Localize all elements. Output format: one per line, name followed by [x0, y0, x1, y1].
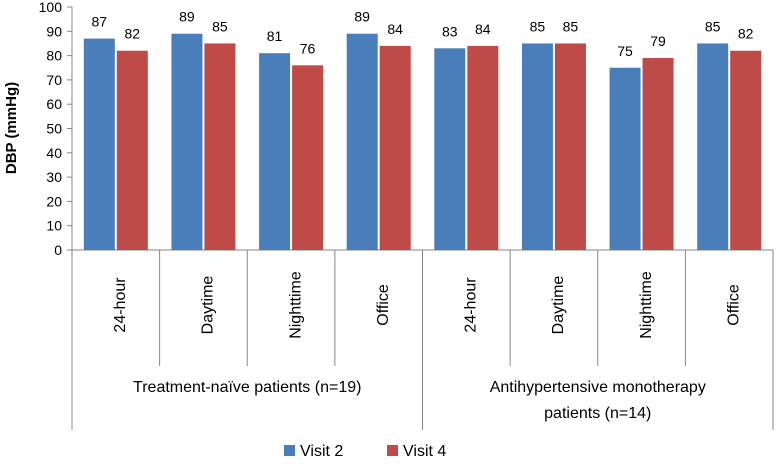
- bar-visit-2: [434, 48, 466, 251]
- data-label: 82: [738, 26, 754, 42]
- data-label: 79: [650, 33, 666, 49]
- bar-visit-2: [521, 43, 553, 251]
- y-tick-label: 30: [46, 169, 62, 185]
- bar-visit-2: [259, 53, 291, 250]
- data-label: 85: [530, 18, 546, 34]
- bar-visit-4: [642, 58, 674, 250]
- y-tick-label: 40: [46, 145, 62, 161]
- data-label: 84: [475, 21, 491, 37]
- category-label: 24-hour: [463, 277, 480, 333]
- data-label: 81: [267, 28, 283, 44]
- category-label: Daytime: [200, 276, 217, 335]
- y-tick-label: 70: [46, 72, 62, 88]
- bar-visit-4: [554, 43, 586, 251]
- data-label: 85: [212, 18, 228, 34]
- y-tick-label: 80: [46, 48, 62, 64]
- bars: [83, 33, 762, 251]
- category-label: Nighttime: [638, 271, 655, 339]
- y-tick-label: 50: [46, 121, 62, 137]
- bar-visit-2: [697, 43, 729, 251]
- bar-visit-2: [171, 33, 203, 251]
- group-label: Treatment-naïve patients (n=19): [133, 379, 361, 396]
- bar-visit-4: [292, 65, 324, 250]
- legend-label: Visit 4: [403, 443, 446, 460]
- data-label: 75: [617, 43, 633, 59]
- bar-visit-4: [204, 43, 236, 251]
- y-tick-label: 0: [54, 242, 62, 258]
- data-label: 85: [705, 18, 721, 34]
- bar-visit-4: [116, 50, 148, 250]
- data-label: 83: [442, 23, 458, 39]
- data-label: 85: [563, 18, 579, 34]
- data-label: 76: [300, 40, 316, 56]
- bar-visit-4: [379, 45, 411, 250]
- group-label: Antihypertensive monotherapy: [490, 379, 706, 396]
- legend-swatch-visit-2: [284, 445, 295, 456]
- y-tick-label: 90: [46, 23, 62, 39]
- data-label: 89: [354, 9, 370, 25]
- bar-visit-2: [346, 33, 378, 251]
- data-label: 87: [92, 14, 108, 30]
- bar-visit-4: [467, 45, 499, 250]
- category-axis: 24-hour Daytime Nighttime Office Treatment-n…: [71, 250, 774, 430]
- legend-label: Visit 2: [300, 443, 343, 460]
- bar-visit-2: [609, 67, 641, 250]
- legend-swatch-visit-4: [387, 445, 398, 456]
- category-label: Office: [725, 284, 742, 326]
- y-tick-label: 20: [46, 193, 62, 209]
- y-axis-title: DBP (mmHg): [3, 82, 20, 174]
- category-label: Daytime: [550, 276, 567, 335]
- bar-visit-2: [83, 38, 115, 251]
- category-label: Office: [375, 284, 392, 326]
- bar-visit-4: [730, 50, 762, 250]
- data-label: 82: [125, 26, 141, 42]
- data-labels: 87 89 81 89 83 85 75 85 82 85 76 84 84 85 79 82: [92, 9, 754, 59]
- y-tick-label: 60: [46, 96, 62, 112]
- group-label: patients (n=14): [544, 405, 651, 422]
- data-label: 84: [387, 21, 403, 37]
- y-tick-label: 10: [46, 218, 62, 234]
- legend: Visit 2 Visit 4: [284, 443, 446, 460]
- category-label: 24-hour: [112, 277, 129, 333]
- data-label: 89: [179, 9, 195, 25]
- y-tick-label: 100: [39, 0, 63, 15]
- category-label: Nighttime: [287, 271, 304, 339]
